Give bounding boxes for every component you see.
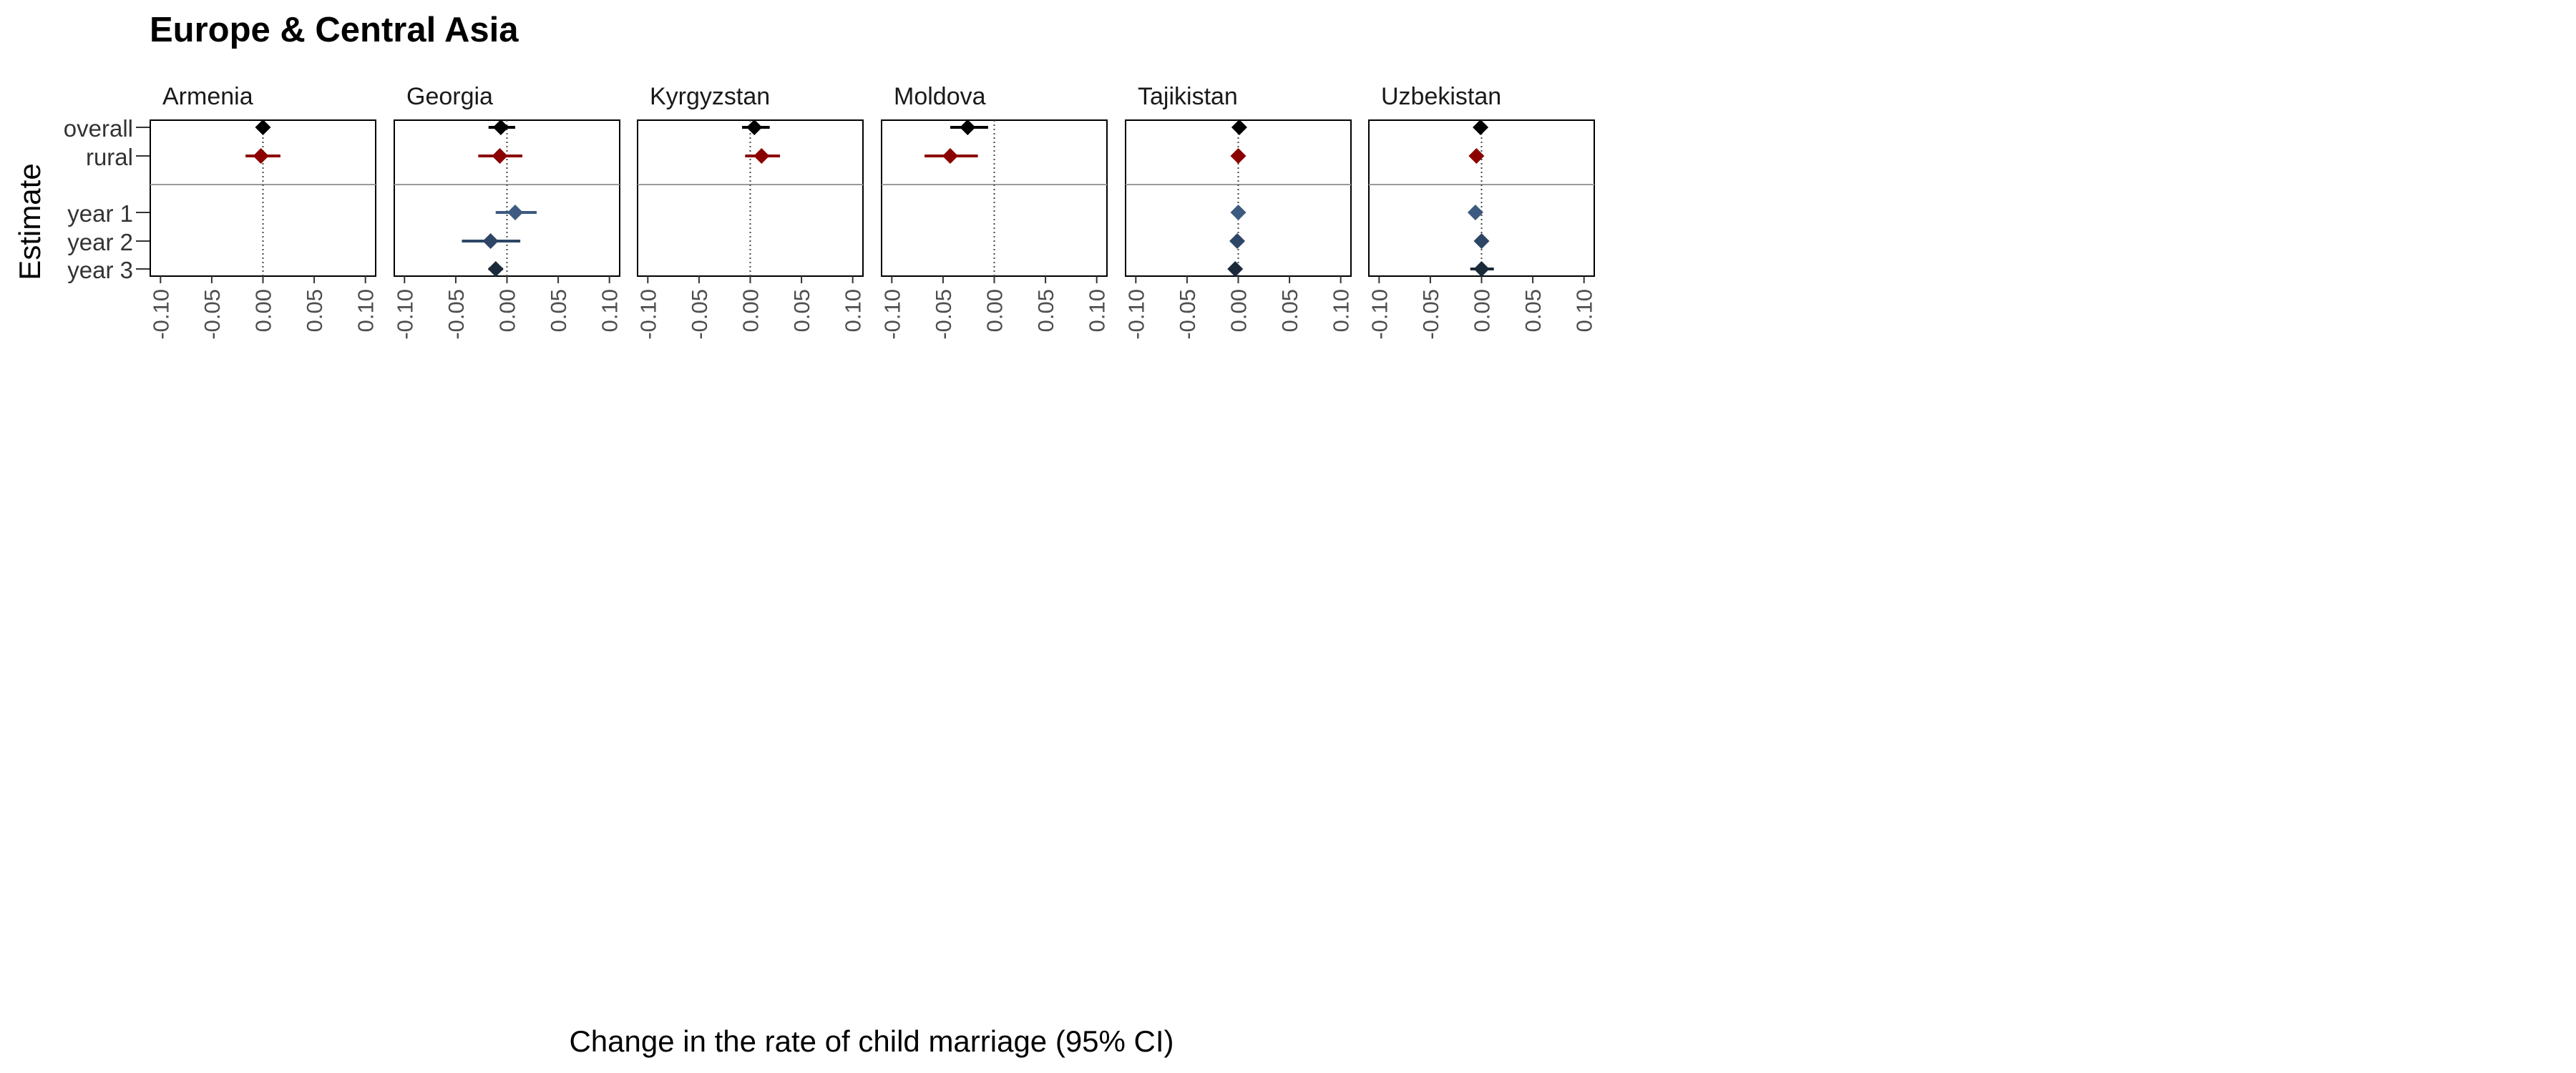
point-estimate-marker (1467, 205, 1483, 220)
x-tick-label: -0.10 (879, 289, 904, 340)
x-tick-label: 0.10 (1329, 289, 1354, 332)
point-estimate-marker (492, 119, 509, 135)
panels: Armenia -0.10 -0.05 0.00 0.05 0.10 Georgia -0.1… (148, 83, 1596, 340)
x-tick-label: -0.05 (1175, 289, 1200, 340)
x-tick-label: 0.00 (738, 289, 763, 332)
facet-panel: Tajikistan -0.10 -0.05 0.00 0.05 0.10 (1123, 83, 1353, 340)
point-estimate-marker (482, 233, 499, 249)
x-axis-title: Change in the rate of child marriage (95… (569, 1024, 1174, 1058)
x-tick-label: 0.00 (982, 289, 1008, 332)
x-tick-label: 0.10 (841, 289, 866, 332)
y-tick-label: year 2 (67, 229, 133, 255)
x-tick-label: -0.10 (1367, 289, 1392, 340)
point-estimate-marker (746, 119, 763, 135)
x-tick-label: 0.05 (302, 289, 327, 332)
x-tick-label: -0.05 (687, 289, 712, 340)
facet-panel: Georgia -0.10 -0.05 0.00 0.05 0.10 (392, 83, 622, 340)
point-estimate-marker (1473, 233, 1490, 249)
x-tick-label: 0.00 (1470, 289, 1495, 332)
x-tick-label: -0.10 (1123, 289, 1148, 340)
x-tick-label: 0.05 (1277, 289, 1302, 332)
x-tick-label: 0.10 (1572, 289, 1597, 332)
y-tick-label: overall (64, 115, 133, 142)
x-tick-label: 0.05 (789, 289, 814, 332)
point-estimate-marker (253, 148, 269, 164)
x-tick-label: 0.00 (495, 289, 520, 332)
point-estimate-marker (942, 148, 958, 164)
facet-panel: Moldova -0.10 -0.05 0.00 0.05 0.10 (879, 83, 1109, 340)
x-tick-label: 0.00 (1226, 289, 1252, 332)
facet-label: Kyrgyzstan (650, 83, 770, 110)
facet-label: Moldova (894, 83, 986, 110)
facet-panel: Armenia -0.10 -0.05 0.00 0.05 0.10 (148, 83, 378, 340)
facet-panel: Uzbekistan -0.10 -0.05 0.00 0.05 0.10 (1367, 83, 1596, 340)
point-estimate-marker (1230, 205, 1246, 220)
point-estimate-marker (1231, 119, 1247, 135)
facet-label: Armenia (162, 83, 253, 110)
x-tick-label: 0.05 (1033, 289, 1058, 332)
point-estimate-marker (753, 148, 770, 164)
x-tick-label: -0.05 (444, 289, 469, 340)
facet-label: Georgia (406, 83, 493, 110)
point-estimate-marker (1230, 148, 1246, 164)
x-tick-label: -0.05 (1418, 289, 1443, 340)
facet-label: Tajikistan (1138, 83, 1238, 110)
x-tick-label: 0.10 (597, 289, 623, 332)
x-tick-label: 0.05 (546, 289, 571, 332)
x-tick-label: 0.10 (1085, 289, 1110, 332)
x-tick-label: -0.05 (931, 289, 956, 340)
y-tick-label: rural (86, 144, 133, 170)
point-estimate-marker (487, 261, 504, 277)
x-tick-label: -0.10 (635, 289, 660, 340)
point-estimate-marker (1468, 148, 1485, 164)
point-estimate-marker (1473, 119, 1489, 135)
y-tick-label: year 3 (67, 257, 133, 283)
x-tick-label: -0.10 (392, 289, 417, 340)
point-estimate-marker (1473, 261, 1490, 277)
point-estimate-marker (492, 148, 508, 164)
point-estimate-marker (960, 119, 976, 135)
point-estimate-marker (1229, 233, 1246, 249)
x-tick-label: 0.05 (1521, 289, 1546, 332)
point-estimate-marker (507, 205, 523, 220)
x-tick-label: 0.00 (251, 289, 276, 332)
facet-panel: Kyrgyzstan -0.10 -0.05 0.00 0.05 0.10 (635, 83, 865, 340)
x-tick-label: -0.05 (200, 289, 225, 340)
point-estimate-marker (1227, 261, 1244, 277)
y-axis-title: Estimate (13, 163, 47, 280)
point-estimate-marker (255, 119, 271, 135)
x-tick-label: -0.10 (148, 289, 173, 340)
chart-title: Europe & Central Asia (150, 11, 519, 49)
y-tick-label: year 1 (67, 200, 133, 227)
x-tick-label: 0.10 (353, 289, 379, 332)
facet-label: Uzbekistan (1381, 83, 1501, 110)
